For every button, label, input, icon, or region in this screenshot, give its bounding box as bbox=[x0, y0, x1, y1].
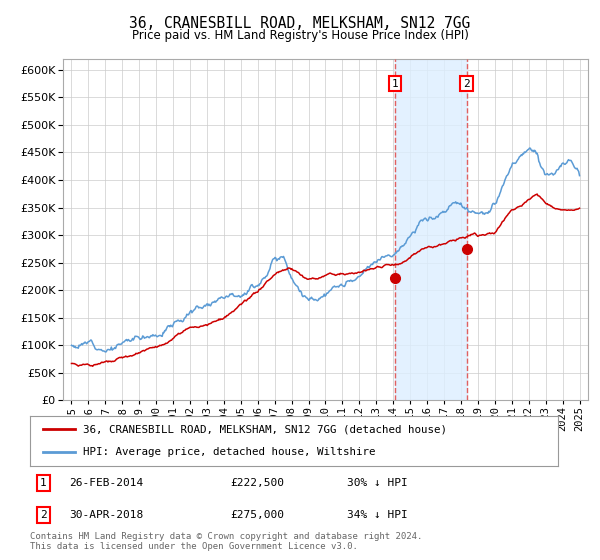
Text: 34% ↓ HPI: 34% ↓ HPI bbox=[347, 510, 407, 520]
Text: 1: 1 bbox=[392, 78, 398, 88]
Text: 1: 1 bbox=[40, 478, 47, 488]
Bar bbox=[395, 59, 467, 400]
Text: 30% ↓ HPI: 30% ↓ HPI bbox=[347, 478, 407, 488]
Text: 26-FEB-2014: 26-FEB-2014 bbox=[70, 478, 144, 488]
Text: 36, CRANESBILL ROAD, MELKSHAM, SN12 7GG (detached house): 36, CRANESBILL ROAD, MELKSHAM, SN12 7GG … bbox=[83, 424, 447, 434]
Text: 2: 2 bbox=[463, 78, 470, 88]
Text: 36, CRANESBILL ROAD, MELKSHAM, SN12 7GG: 36, CRANESBILL ROAD, MELKSHAM, SN12 7GG bbox=[130, 16, 470, 31]
Text: £222,500: £222,500 bbox=[230, 478, 284, 488]
Text: Contains HM Land Registry data © Crown copyright and database right 2024.
This d: Contains HM Land Registry data © Crown c… bbox=[30, 532, 422, 552]
Text: £275,000: £275,000 bbox=[230, 510, 284, 520]
Text: 30-APR-2018: 30-APR-2018 bbox=[70, 510, 144, 520]
Text: HPI: Average price, detached house, Wiltshire: HPI: Average price, detached house, Wilt… bbox=[83, 447, 376, 458]
Text: 2: 2 bbox=[40, 510, 47, 520]
Text: Price paid vs. HM Land Registry's House Price Index (HPI): Price paid vs. HM Land Registry's House … bbox=[131, 29, 469, 42]
